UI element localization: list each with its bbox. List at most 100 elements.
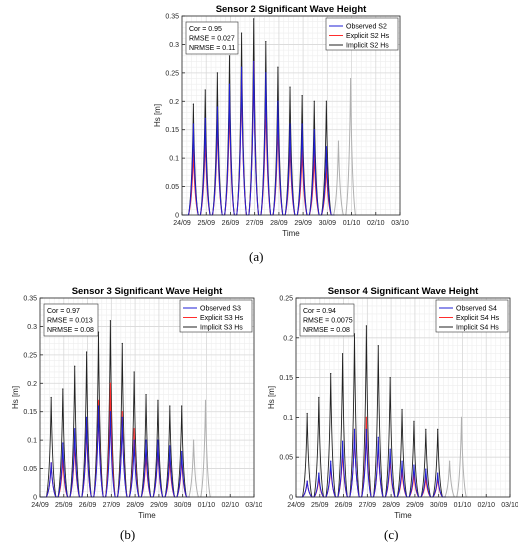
- x-axis-label: Time: [394, 511, 412, 520]
- data-point-observed: [192, 123, 194, 125]
- data-point-implicit: [265, 40, 267, 43]
- y-tick-label: 0: [289, 495, 293, 502]
- data-point-implicit: [389, 377, 391, 379]
- stats-text: NRMSE = 0.11: [189, 45, 235, 52]
- data-point-implicit: [301, 95, 303, 97]
- data-point-implicit: [289, 86, 291, 88]
- data-point-implicit: [306, 412, 308, 415]
- series-implicit-line: [296, 325, 446, 498]
- data-point-observed: [74, 428, 76, 430]
- data-point-implicit: [62, 388, 64, 390]
- sublabel-a: (a): [249, 249, 264, 264]
- data-point-implicit: [365, 325, 367, 327]
- axes-box: [181, 15, 401, 216]
- y-tick-label: 0.05: [279, 455, 293, 462]
- x-tick-label: 24/09: [31, 502, 49, 509]
- x-tick-label: 28/09: [270, 220, 288, 227]
- data-point-observed: [425, 468, 427, 470]
- data-point-implicit: [240, 32, 243, 34]
- data-point-implicit: [181, 405, 183, 407]
- x-tick-label: 28/09: [126, 502, 144, 509]
- x-tick-label: 25/09: [311, 502, 329, 509]
- data-point-explicit: [121, 411, 123, 413]
- x-axis-label: Time: [138, 511, 156, 520]
- y-tick-label: 0.2: [283, 335, 293, 342]
- chart-sensor-2: 0 0.05 0.1 0.15 0.2 0.25 0.3 0.35 24/09 25/09 26/0…: [153, 4, 409, 238]
- y-tick-label: 0.3: [27, 324, 37, 331]
- x-tick-label: 02/10: [367, 220, 385, 227]
- y-tick-label: 0.1: [27, 438, 37, 445]
- data-point-observed: [265, 72, 267, 74]
- data-point-observed: [377, 436, 379, 438]
- sublabel-c: (c): [384, 527, 399, 542]
- data-point-implicit: [228, 55, 231, 57]
- data-point-implicit: [425, 428, 427, 430]
- data-point-observed: [365, 428, 367, 430]
- x-tick-label: 30/09: [430, 502, 448, 509]
- x-tick-label: 26/09: [222, 220, 240, 227]
- stats-text: RMSE = 0.013: [47, 318, 93, 325]
- data-point-implicit: [133, 371, 135, 373]
- y-tick-label: 0.3: [169, 42, 179, 49]
- chart-title: Sensor 4 Significant Wave Height: [328, 286, 479, 297]
- y-tick-label: 0.1: [169, 156, 179, 163]
- chart-title: Sensor 3 Significant Wave Height: [72, 286, 223, 297]
- data-point-observed: [401, 460, 403, 462]
- data-point-implicit: [313, 100, 315, 102]
- y-tick-label: 0.05: [23, 466, 37, 473]
- data-point-observed: [313, 129, 315, 131]
- y-tick-label: 0.25: [165, 70, 179, 77]
- x-tick-label: 01/10: [198, 502, 216, 509]
- stats-text: Cor = 0.97: [47, 308, 80, 315]
- data-point-implicit: [204, 89, 206, 91]
- x-tick-label: 25/09: [197, 220, 215, 227]
- x-tick-label: 26/09: [79, 502, 97, 509]
- data-point-observed: [97, 405, 100, 407]
- data-point-observed: [330, 460, 332, 462]
- x-tick-label: 29/09: [406, 502, 424, 509]
- data-point-forecast: [204, 399, 207, 401]
- y-axis-label: Hs [m]: [11, 386, 20, 409]
- data-point-observed: [228, 83, 231, 85]
- y-tick-label: 0.15: [279, 375, 293, 382]
- data-point-observed: [133, 439, 135, 441]
- data-point-implicit: [192, 103, 194, 105]
- data-point-observed: [413, 464, 415, 466]
- data-point-observed: [342, 440, 344, 442]
- y-tick-label: 0.25: [279, 296, 293, 303]
- legend-label: Explicit S4 Hs: [456, 315, 500, 322]
- y-tick-label: 0.25: [23, 352, 37, 359]
- data-point-implicit: [216, 72, 218, 74]
- data-point-observed: [145, 439, 147, 441]
- x-tick-label: 01/10: [454, 502, 472, 509]
- legend-label: Implicit S2 Hs: [346, 43, 389, 50]
- data-point-implicit: [401, 408, 403, 411]
- data-point-observed: [389, 448, 391, 450]
- y-tick-label: 0.2: [27, 381, 37, 388]
- data-point-implicit: [330, 373, 332, 375]
- data-point-observed: [306, 480, 308, 482]
- data-point-implicit: [277, 66, 279, 68]
- data-point-observed: [216, 106, 218, 108]
- data-point-forecast: [349, 77, 352, 80]
- data-point-implicit: [437, 428, 439, 430]
- y-tick-label: 0.35: [165, 14, 179, 21]
- data-point-observed: [353, 428, 356, 430]
- data-point-explicit: [109, 382, 111, 384]
- data-point-implicit: [318, 396, 320, 399]
- data-point-observed: [50, 462, 52, 464]
- y-tick-label: 0.05: [165, 184, 179, 191]
- data-point-implicit: [50, 396, 52, 399]
- data-point-implicit: [325, 100, 327, 102]
- stats-text: NRMSE = 0.08: [47, 327, 94, 334]
- series-observed-line: [182, 60, 335, 216]
- data-point-implicit: [145, 394, 147, 396]
- stats-box: [299, 303, 355, 337]
- legend-label: Observed S2: [346, 24, 387, 31]
- data-point-observed: [169, 445, 171, 447]
- data-point-implicit: [413, 420, 415, 422]
- x-tick-label: 25/09: [55, 502, 73, 509]
- x-tick-label: 27/09: [246, 220, 264, 227]
- stats-text: RMSE = 0.027: [189, 36, 235, 43]
- data-point-implicit: [157, 399, 159, 401]
